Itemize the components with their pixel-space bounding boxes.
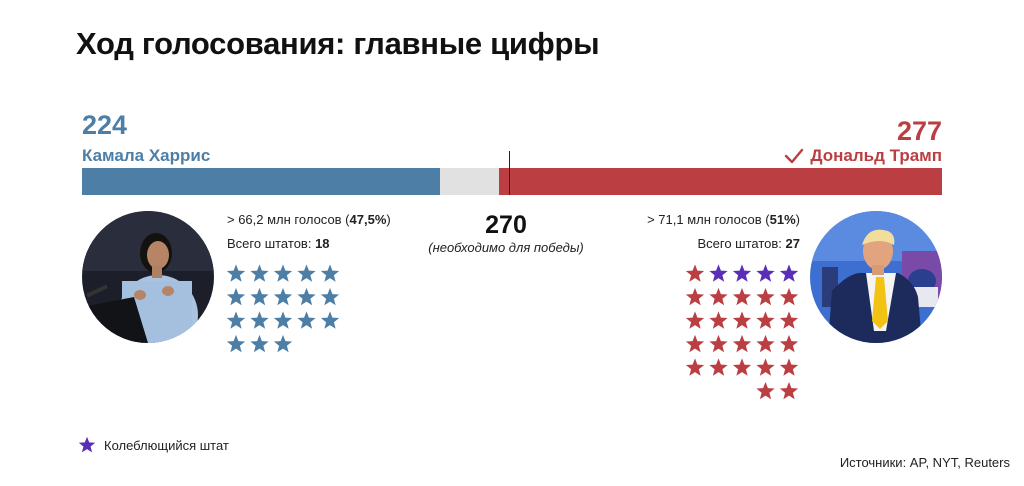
trump-state-star xyxy=(709,287,728,306)
trump-state-star xyxy=(779,287,799,306)
harris-state-star xyxy=(273,311,293,329)
chart-title: Ход голосования: главные цифры xyxy=(76,26,600,61)
harris-state-star xyxy=(297,287,316,306)
trump-state-star xyxy=(709,358,728,376)
trump-state-star xyxy=(779,358,799,376)
trump-state-star xyxy=(709,334,728,353)
legend: Колеблющийся штат xyxy=(78,436,229,454)
swing-state-star-icon xyxy=(78,436,96,453)
harris-state-star xyxy=(297,264,316,282)
trump-state-star xyxy=(732,358,752,376)
source-note: Источники: AP, NYT, Reuters xyxy=(839,455,1010,470)
trump-state-star xyxy=(756,287,775,306)
harris-state-star xyxy=(320,311,340,329)
trump-state-star xyxy=(732,334,752,353)
trump-state-star xyxy=(685,334,705,353)
trump-state-star xyxy=(756,381,775,400)
harris-electoral-votes: 224 xyxy=(82,110,128,140)
harris-state-star xyxy=(250,311,269,329)
harris-popular-vote: > 66,2 млн голосов (47,5%) xyxy=(227,212,391,227)
harris-state-star xyxy=(250,287,269,306)
trump-state-star xyxy=(732,311,752,329)
threshold-caption: (необходимо для победы) xyxy=(428,240,584,255)
winner-check-icon xyxy=(785,148,804,164)
trump-state-star xyxy=(732,287,752,306)
trump-state-star-swing xyxy=(779,264,799,282)
trump-state-star xyxy=(756,311,775,329)
trump-states-stars xyxy=(685,264,799,400)
trump-state-star xyxy=(779,311,799,329)
harris-state-star xyxy=(250,264,269,282)
harris-states-total: Всего штатов: 18 xyxy=(227,236,330,251)
trump-state-star xyxy=(756,358,775,376)
harris-state-star xyxy=(226,311,246,329)
harris-state-star xyxy=(273,264,293,282)
harris-name: Камала Харрис xyxy=(82,146,211,165)
harris-state-star xyxy=(320,264,340,282)
trump-photo xyxy=(810,211,942,343)
trump-electoral-votes: 277 xyxy=(896,116,942,146)
harris-state-star xyxy=(226,334,246,353)
harris-state-star xyxy=(320,287,340,306)
trump-bar-segment xyxy=(499,168,942,195)
harris-state-star xyxy=(297,311,316,329)
harris-state-star xyxy=(226,264,246,282)
trump-popular-vote: > 71,1 млн голосов (51%) xyxy=(647,212,800,227)
trump-name: Дональд Трамп xyxy=(810,146,942,165)
trump-state-star xyxy=(685,287,705,306)
harris-state-star xyxy=(273,287,293,306)
threshold-line xyxy=(509,151,510,195)
trump-state-star xyxy=(756,334,775,353)
trump-state-star xyxy=(685,358,705,376)
trump-state-star xyxy=(779,334,799,353)
trump-state-star xyxy=(685,311,705,329)
harris-photo xyxy=(82,211,214,343)
threshold-value: 270 xyxy=(485,211,527,239)
harris-state-star xyxy=(273,334,293,353)
trump-state-star xyxy=(685,264,705,282)
trump-state-star xyxy=(709,311,728,329)
trump-state-star-swing xyxy=(756,264,775,282)
harris-state-star xyxy=(226,287,246,306)
trump-state-star-swing xyxy=(732,264,752,282)
trump-state-star xyxy=(779,381,799,400)
harris-state-star xyxy=(250,334,269,353)
electoral-bar xyxy=(82,168,942,195)
harris-bar-segment xyxy=(82,168,441,195)
harris-states-stars xyxy=(226,264,340,353)
legend-swing-label: Колеблющийся штат xyxy=(104,437,229,453)
trump-state-star-swing xyxy=(709,264,728,282)
trump-name-row: Дональд Трамп xyxy=(784,146,942,166)
trump-states-total: Всего штатов: 27 xyxy=(697,236,800,251)
